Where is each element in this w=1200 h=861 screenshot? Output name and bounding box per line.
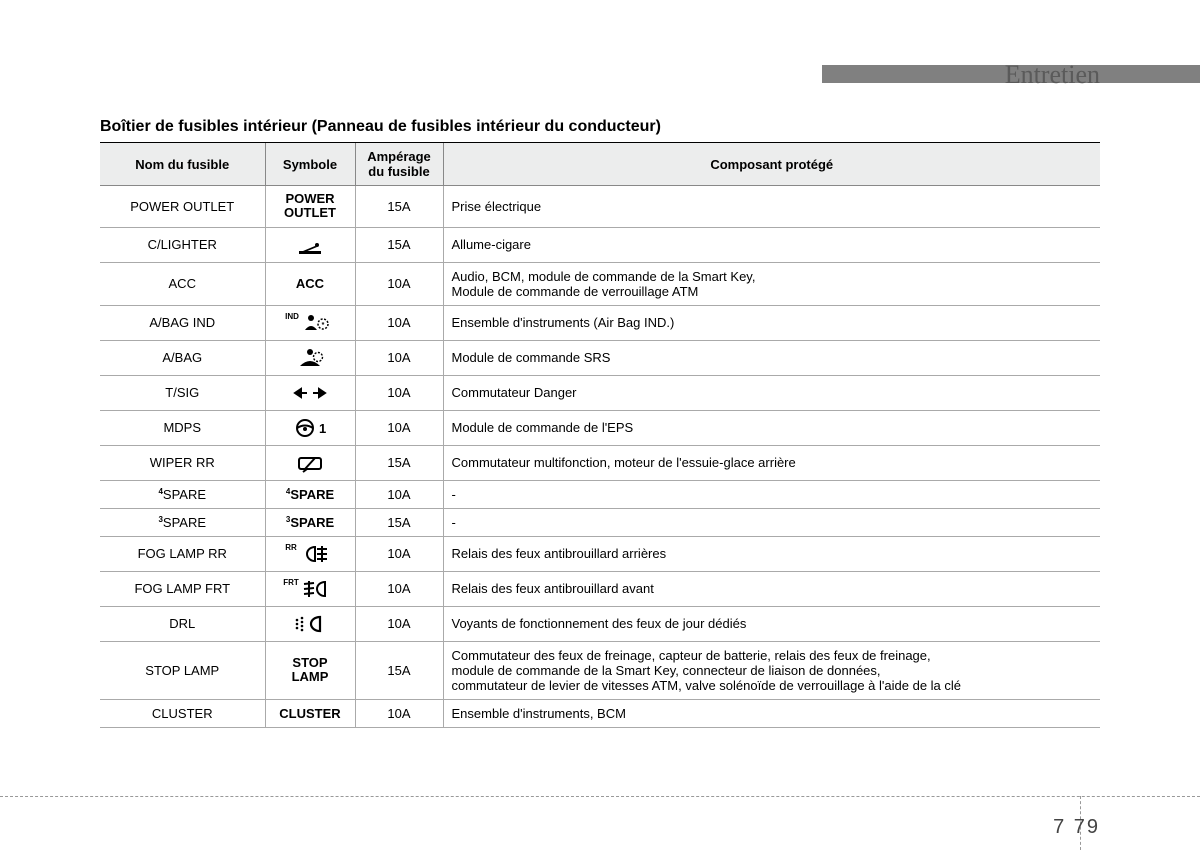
svg-text:*: * [322, 322, 325, 329]
fuse-name: ACC [100, 262, 265, 305]
fuse-component: Commutateur des feux de freinage, capteu… [443, 641, 1100, 699]
table-row: DRL 10AVoyants de fonctionnement des feux… [100, 606, 1100, 641]
fuse-component: - [443, 480, 1100, 508]
table-row: STOP LAMPSTOPLAMP15ACommutateur des feux… [100, 641, 1100, 699]
fuse-amperage: 10A [355, 262, 443, 305]
fuse-amperage: 10A [355, 340, 443, 375]
table-caption: Boîtier de fusibles intérieur (Panneau d… [100, 118, 661, 136]
fuse-symbol [265, 375, 355, 410]
fuse-amperage: 15A [355, 445, 443, 480]
fuse-amperage: 10A [355, 305, 443, 340]
fuse-symbol: 3SPARE [265, 508, 355, 536]
fuse-amperage: 15A [355, 227, 443, 262]
fuse-component: Allume-cigare [443, 227, 1100, 262]
fuse-symbol: STOPLAMP [265, 641, 355, 699]
fuse-amperage: 10A [355, 571, 443, 606]
table-row: A/BAG 10AModule de commande SRS [100, 340, 1100, 375]
fuse-symbol: 4SPARE [265, 480, 355, 508]
fuse-component: Commutateur multifonction, moteur de l'e… [443, 445, 1100, 480]
fuse-name: C/LIGHTER [100, 227, 265, 262]
table-row: CLUSTERCLUSTER10AEnsemble d'instruments,… [100, 699, 1100, 727]
fuse-name: T/SIG [100, 375, 265, 410]
fuse-amperage: 10A [355, 410, 443, 445]
table-row: WIPER RR 15ACommutateur multifonction, mo… [100, 445, 1100, 480]
fuse-symbol: POWEROUTLET [265, 186, 355, 228]
table-row: FOG LAMP RRRR10ARelais des feux antibrou… [100, 536, 1100, 571]
table-header-row: Nom du fusible Symbole Ampérage du fusib… [100, 143, 1100, 186]
table-row: C/LIGHTER 15AAllume-cigare [100, 227, 1100, 262]
fuse-name: POWER OUTLET [100, 186, 265, 228]
fuse-symbol: IND* [265, 305, 355, 340]
fuse-amperage: 10A [355, 375, 443, 410]
fuse-component: - [443, 508, 1100, 536]
svg-text:1: 1 [319, 421, 326, 436]
fuse-component: Relais des feux antibrouillard avant [443, 571, 1100, 606]
fuse-amperage: 10A [355, 699, 443, 727]
fuse-name: FOG LAMP RR [100, 536, 265, 571]
fuse-component: Module de commande SRS [443, 340, 1100, 375]
fuse-name: WIPER RR [100, 445, 265, 480]
fuse-amperage: 15A [355, 641, 443, 699]
table-row: 4SPARE4SPARE10A- [100, 480, 1100, 508]
fuse-component: Relais des feux antibrouillard arrières [443, 536, 1100, 571]
fuse-component: Voyants de fonctionnement des feux de jo… [443, 606, 1100, 641]
footer-dashed-line [0, 796, 1200, 797]
fuse-name: MDPS [100, 410, 265, 445]
table-row: MDPS 1 10AModule de commande de l'EPS [100, 410, 1100, 445]
col-header-name: Nom du fusible [100, 143, 265, 186]
fuse-name: A/BAG [100, 340, 265, 375]
fuse-symbol: ACC [265, 262, 355, 305]
col-header-component: Composant protégé [443, 143, 1100, 186]
fuse-symbol: RR [265, 536, 355, 571]
fuse-amperage: 10A [355, 606, 443, 641]
fuse-amperage: 10A [355, 536, 443, 571]
fuse-component: Audio, BCM, module de commande de la Sma… [443, 262, 1100, 305]
col-header-symbol: Symbole [265, 143, 355, 186]
fuse-name: DRL [100, 606, 265, 641]
fuse-symbol [265, 340, 355, 375]
fuse-amperage: 15A [355, 508, 443, 536]
fuse-symbol [265, 606, 355, 641]
fuse-symbol [265, 445, 355, 480]
chapter-number: 7 [1053, 816, 1066, 838]
table-row: A/BAG INDIND*10AEnsemble d'instruments (… [100, 305, 1100, 340]
fuse-symbol: 1 [265, 410, 355, 445]
fuse-name: FOG LAMP FRT [100, 571, 265, 606]
fuse-symbol [265, 227, 355, 262]
fuse-component: Module de commande de l'EPS [443, 410, 1100, 445]
fuse-amperage: 15A [355, 186, 443, 228]
fuse-component: Ensemble d'instruments (Air Bag IND.) [443, 305, 1100, 340]
table-row: ACCACC10AAudio, BCM, module de commande … [100, 262, 1100, 305]
table-row: 3SPARE3SPARE15A- [100, 508, 1100, 536]
fuse-name: 4SPARE [100, 480, 265, 508]
table-body: POWER OUTLETPOWEROUTLET15APrise électriq… [100, 186, 1100, 728]
fuse-component: Ensemble d'instruments, BCM [443, 699, 1100, 727]
page-number: 7 79 [1053, 816, 1100, 839]
fuse-name: STOP LAMP [100, 641, 265, 699]
fuse-name: CLUSTER [100, 699, 265, 727]
col-header-amp: Ampérage du fusible [355, 143, 443, 186]
fuse-name: A/BAG IND [100, 305, 265, 340]
table-row: POWER OUTLETPOWEROUTLET15APrise électriq… [100, 186, 1100, 228]
fuse-table: Nom du fusible Symbole Ampérage du fusib… [100, 142, 1100, 728]
fuse-symbol: CLUSTER [265, 699, 355, 727]
fuse-component: Commutateur Danger [443, 375, 1100, 410]
table-row: FOG LAMP FRTFRT10ARelais des feux antibr… [100, 571, 1100, 606]
page-number-value: 79 [1074, 816, 1100, 838]
section-title: Entretien [1005, 60, 1100, 90]
fuse-symbol: FRT [265, 571, 355, 606]
fuse-amperage: 10A [355, 480, 443, 508]
fuse-component: Prise électrique [443, 186, 1100, 228]
table-row: T/SIG 10ACommutateur Danger [100, 375, 1100, 410]
fuse-name: 3SPARE [100, 508, 265, 536]
